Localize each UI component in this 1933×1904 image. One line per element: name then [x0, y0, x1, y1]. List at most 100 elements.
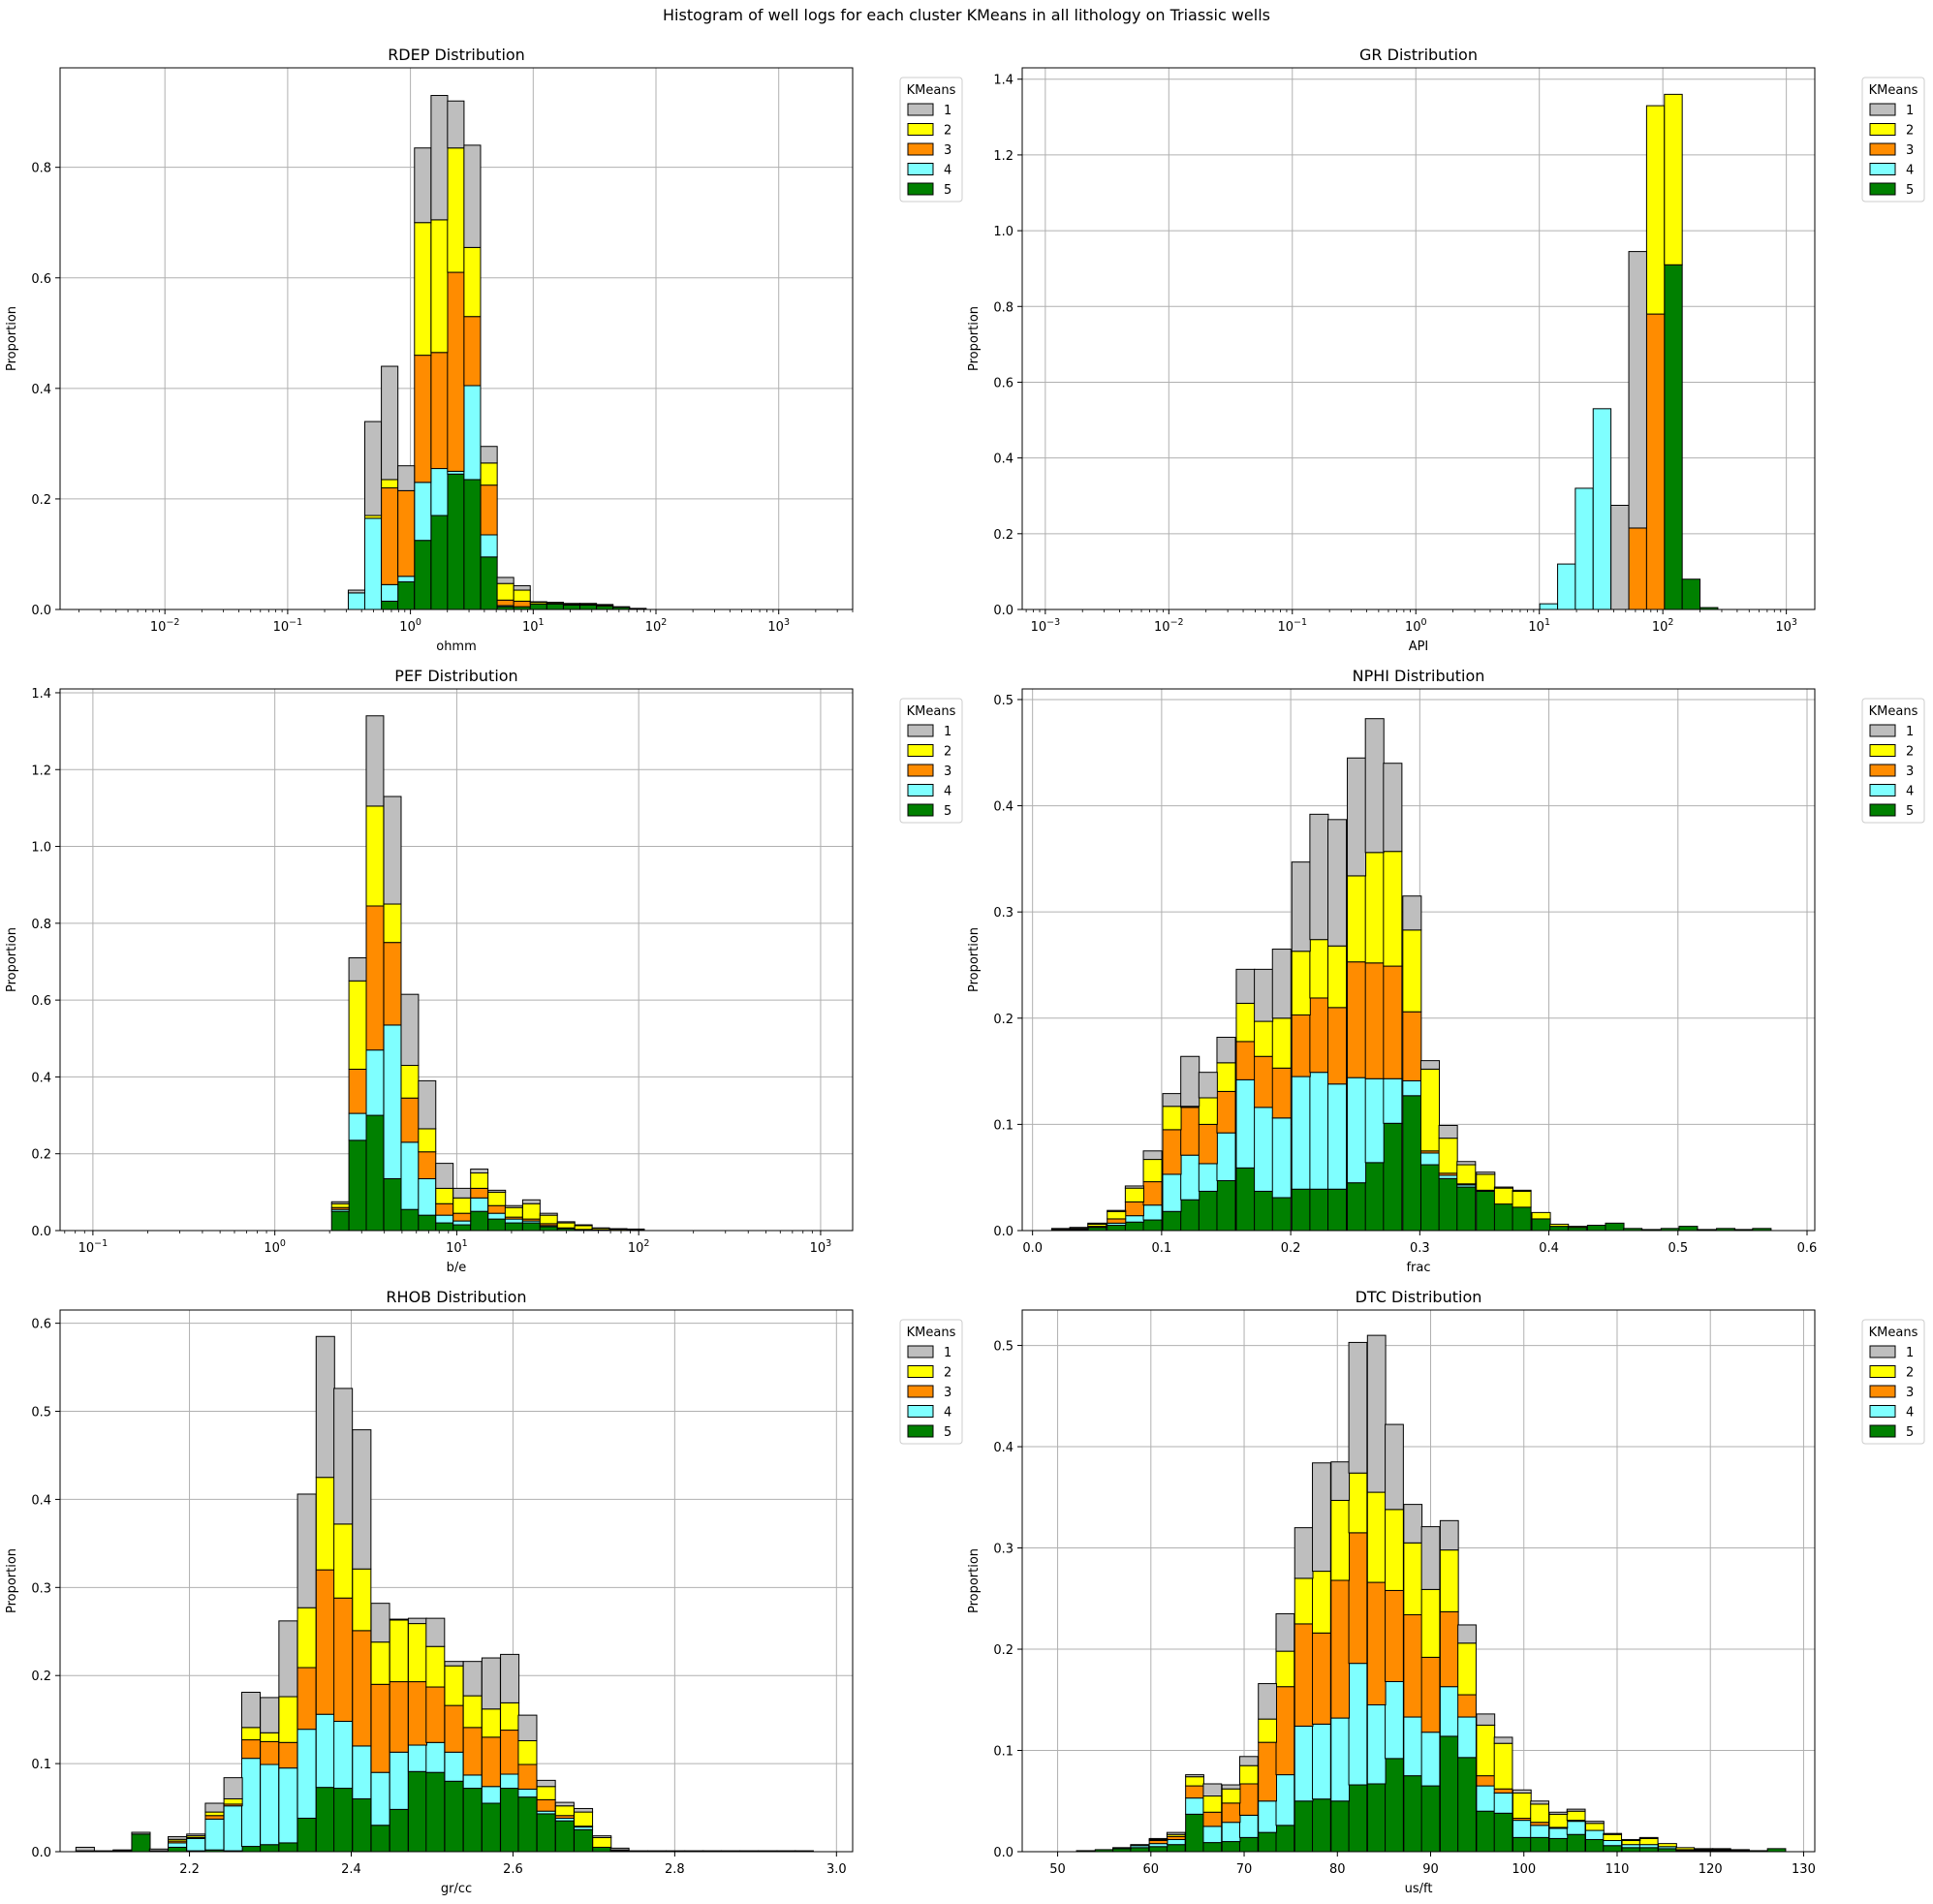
bar-cluster-4 [1539, 603, 1559, 610]
bar-cluster-5 [1291, 1188, 1311, 1232]
bar-cluster-3 [1309, 997, 1329, 1074]
legend-swatch-3 [1869, 142, 1896, 156]
bar-cluster-5 [365, 1114, 385, 1232]
bar-cluster-5 [554, 1820, 575, 1853]
bar-cluster-3 [1180, 1107, 1200, 1156]
bar-cluster-3 [1420, 1656, 1441, 1733]
bar-cluster-2 [1107, 1210, 1127, 1220]
bar-cluster-5 [1275, 1825, 1295, 1853]
y-tick-label: 0.3 [993, 1543, 1013, 1557]
y-tick-label: 0.8 [31, 162, 51, 176]
y-tick-label: 0.2 [31, 493, 51, 508]
bar-cluster-5 [333, 1788, 354, 1853]
bar-cluster-5 [389, 1808, 409, 1853]
bar-cluster-5 [330, 1210, 350, 1232]
bar-cluster-2 [1235, 1002, 1256, 1043]
bar-cluster-5 [1420, 1785, 1441, 1853]
bar-cluster-3 [370, 1683, 390, 1773]
bar-cluster-3 [1402, 1011, 1422, 1081]
bar-cluster-5 [447, 473, 465, 610]
bar-cluster-5 [1585, 1838, 1605, 1853]
bar-cluster-5 [430, 515, 449, 610]
bar-cluster-3 [407, 1681, 427, 1746]
x-tick-label: 10−2 [150, 617, 180, 635]
bar-cluster-1 [539, 1212, 558, 1216]
y-tick-label: 0.5 [993, 1340, 1013, 1355]
bar-cluster-2 [414, 222, 432, 357]
legend-entry-4: 4 [944, 785, 951, 799]
legend-entry-4: 4 [944, 1406, 951, 1420]
bar-cluster-3 [1348, 1532, 1368, 1665]
bar-cluster-1 [389, 1618, 409, 1621]
bar-cluster-5 [444, 1780, 464, 1853]
y-tick-label: 0.4 [993, 1441, 1013, 1455]
y-tick-label: 1.2 [31, 764, 51, 778]
bar-cluster-4 [462, 1774, 483, 1790]
bar-cluster-1 [579, 603, 598, 605]
y-tick-label: 0.4 [31, 1071, 51, 1085]
bar-cluster-1 [1235, 968, 1256, 1004]
bar-cluster-4 [481, 1786, 501, 1804]
legend-swatch-3 [1869, 1385, 1896, 1398]
bar-cluster-5 [370, 1825, 390, 1853]
y-tick-label: 0.0 [993, 1846, 1013, 1860]
bar-cluster-3 [315, 1569, 335, 1715]
bar-cluster-4 [1348, 1663, 1368, 1786]
bar-cluster-4 [348, 1112, 367, 1141]
bar-cluster-4 [1366, 1703, 1387, 1785]
x-tick-label: 101 [522, 617, 545, 635]
y-tick-label: 0.2 [993, 528, 1013, 543]
bar-cluster-1 [447, 100, 465, 149]
bar-cluster-2 [1638, 1837, 1659, 1846]
bar-cluster-1 [444, 1661, 464, 1667]
bar-cluster-3 [513, 600, 531, 608]
bar-cluster-5 [1493, 1203, 1513, 1232]
y-tick-label: 0.5 [993, 694, 1013, 708]
bar-cluster-1 [204, 1802, 225, 1813]
x-tick-label: 10−2 [1154, 617, 1184, 635]
bar-cluster-4 [1294, 1725, 1314, 1802]
legend-entry-1: 1 [944, 104, 951, 118]
bar-cluster-5 [480, 556, 498, 610]
bar-cluster-3 [400, 1097, 420, 1143]
legend-swatch-1 [907, 103, 934, 116]
bar-cluster-2 [1348, 1472, 1368, 1534]
bar-cluster-5 [1148, 1846, 1169, 1853]
bar-cluster-4 [444, 1751, 464, 1782]
chart-title: PEF Distribution [394, 667, 517, 685]
bar-cluster-1 [1330, 1461, 1351, 1501]
y-axis-label: Proportion [967, 927, 982, 992]
bar-cluster-1 [1198, 1072, 1218, 1099]
x-tick-label: 70 [1236, 1862, 1253, 1877]
bar-cluster-2 [447, 147, 465, 273]
bar-cluster-2 [1664, 93, 1683, 265]
y-tick-label: 0.8 [993, 300, 1013, 315]
bar-cluster-3 [204, 1815, 225, 1820]
bar-cluster-2 [1531, 1211, 1551, 1220]
bar-cluster-4 [1142, 1204, 1163, 1221]
bar-cluster-5 [435, 1222, 454, 1232]
legend-entry-3: 3 [1906, 143, 1914, 158]
bar-cluster-2 [463, 246, 482, 318]
bar-cluster-4 [500, 1773, 520, 1790]
bar-cluster-3 [1366, 1581, 1387, 1705]
bar-cluster-4 [1221, 1822, 1241, 1843]
bar-cluster-3 [1185, 1785, 1204, 1799]
bar-cluster-1 [612, 606, 631, 609]
bar-cluster-4 [1124, 1215, 1144, 1223]
bar-cluster-1 [1291, 861, 1311, 952]
y-tick-label: 0.6 [993, 376, 1013, 390]
bar-cluster-4 [383, 1024, 402, 1179]
bar-cluster-1 [504, 1204, 523, 1208]
bar-cluster-2 [536, 1786, 556, 1800]
y-tick-label: 0.2 [993, 1643, 1013, 1658]
bar-cluster-5 [1166, 1844, 1186, 1853]
bar-cluster-3 [1142, 1181, 1163, 1206]
bar-cluster-3 [470, 1187, 489, 1199]
bar-cluster-1 [1493, 1736, 1513, 1744]
bar-cluster-1 [1366, 1334, 1387, 1493]
legend-entry-5: 5 [1906, 804, 1914, 819]
y-axis-label: Proportion [5, 306, 19, 371]
bar-cluster-3 [500, 1730, 520, 1775]
